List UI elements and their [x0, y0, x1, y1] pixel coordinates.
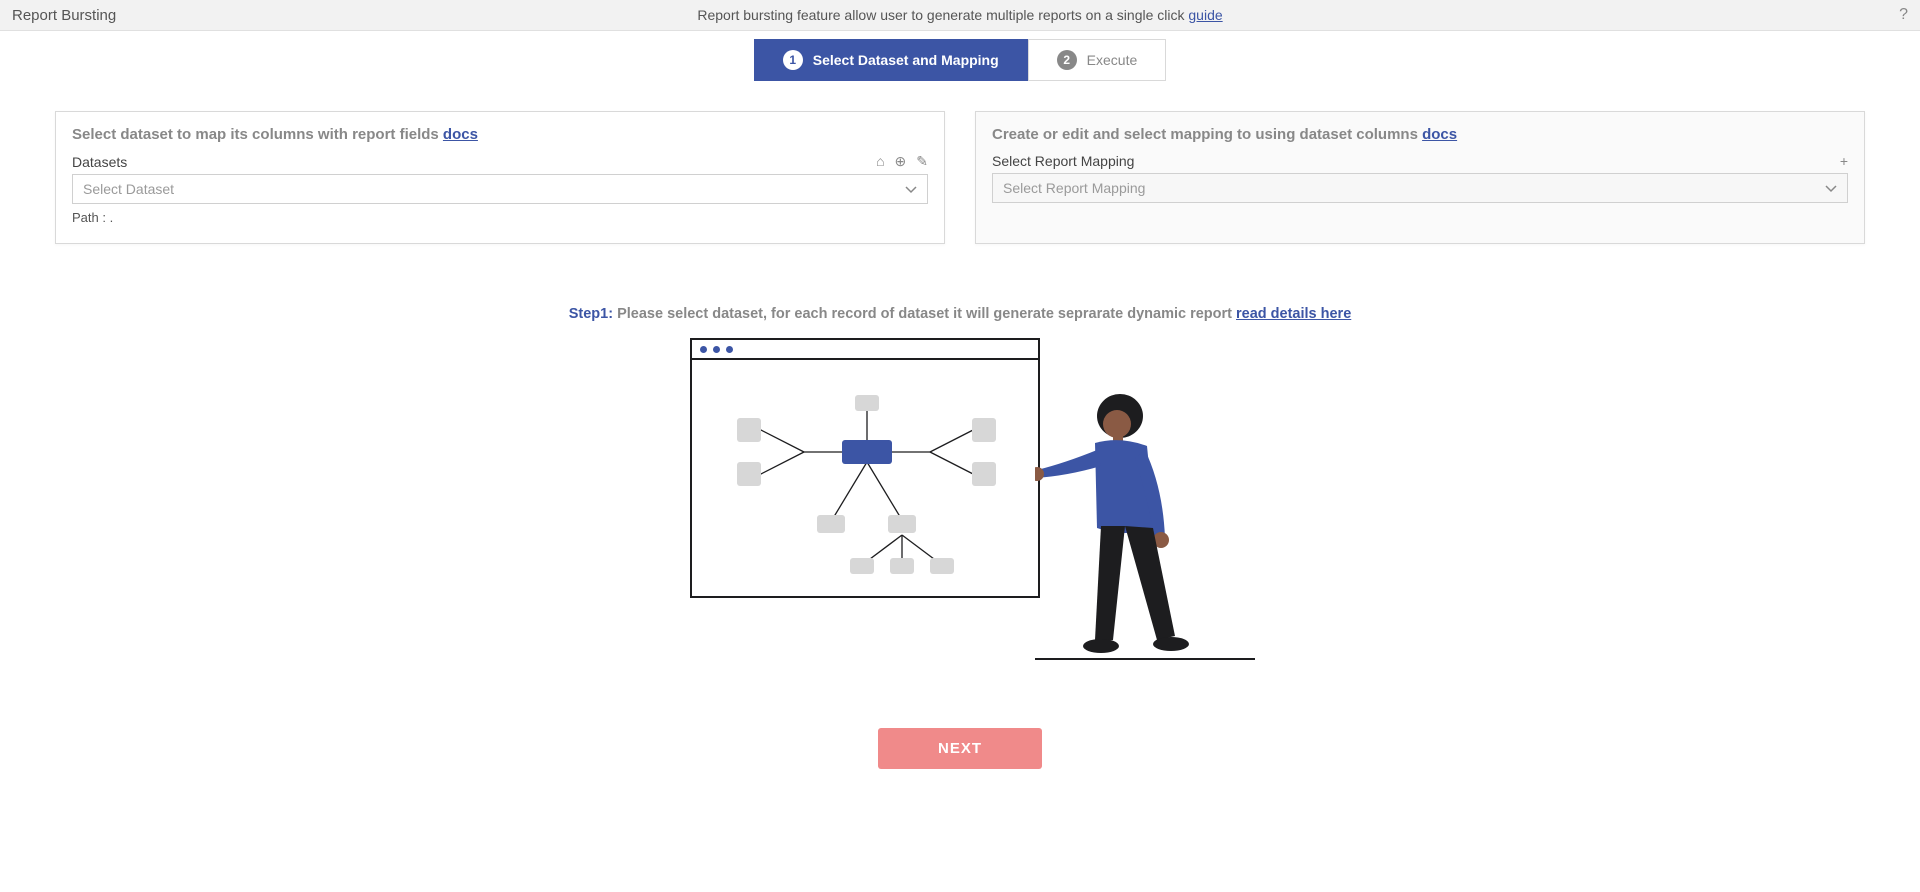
- panels-row: Select dataset to map its columns with r…: [0, 81, 1920, 256]
- add-icon[interactable]: ⊕: [895, 153, 907, 170]
- person-graphic: [1035, 388, 1225, 668]
- diagram-node: [737, 418, 761, 442]
- dataset-panel-heading: Select dataset to map its columns with r…: [72, 126, 928, 143]
- chevron-down-icon: [905, 181, 917, 197]
- home-icon[interactable]: ⌂: [876, 153, 884, 170]
- mapping-panel: Create or edit and select mapping to usi…: [975, 111, 1865, 244]
- next-row: NEXT: [0, 728, 1920, 769]
- diagram-node: [972, 418, 996, 442]
- topbar: Report Bursting Report bursting feature …: [0, 0, 1920, 31]
- mapping-label: Select Report Mapping: [992, 153, 1134, 169]
- step-nav: 1 Select Dataset and Mapping 2 Execute: [0, 39, 1920, 81]
- guide-link[interactable]: guide: [1188, 7, 1222, 23]
- docs-link[interactable]: docs: [443, 126, 478, 143]
- description-text: Report bursting feature allow user to ge…: [697, 7, 1184, 23]
- mapping-toolbar: +: [1840, 153, 1848, 169]
- heading-text: Select dataset to map its columns with r…: [72, 126, 439, 143]
- step-label: Select Dataset and Mapping: [813, 52, 999, 68]
- step-badge: 1: [783, 50, 803, 70]
- browser-bar: [692, 340, 1038, 360]
- step-badge: 2: [1057, 50, 1077, 70]
- mapping-panel-heading: Create or edit and select mapping to usi…: [992, 126, 1848, 143]
- page-description: Report bursting feature allow user to ge…: [697, 7, 1222, 23]
- step-select-dataset[interactable]: 1 Select Dataset and Mapping: [754, 39, 1028, 81]
- instruction-line: Step1: Please select dataset, for each r…: [0, 306, 1920, 322]
- mapping-select-placeholder: Select Report Mapping: [1003, 180, 1145, 196]
- diagram-node: [855, 395, 879, 411]
- page-title: Report Bursting: [12, 7, 116, 24]
- mapping-select[interactable]: Select Report Mapping: [992, 173, 1848, 203]
- window-dot-icon: [713, 346, 720, 353]
- docs-link[interactable]: docs: [1422, 126, 1457, 143]
- read-details-link[interactable]: read details here: [1236, 306, 1351, 322]
- illustration: [690, 338, 1230, 668]
- browser-window-graphic: [690, 338, 1040, 598]
- diagram-node: [850, 558, 874, 574]
- dataset-panel: Select dataset to map its columns with r…: [55, 111, 945, 244]
- dataset-toolbar: ⌂ ⊕ ✎: [876, 153, 928, 170]
- datasets-label: Datasets: [72, 154, 127, 170]
- illustration-wrap: [0, 338, 1920, 668]
- diagram-node: [930, 558, 954, 574]
- diagram-node: [890, 558, 914, 574]
- window-dot-icon: [700, 346, 707, 353]
- help-icon[interactable]: ?: [1899, 6, 1908, 24]
- dataset-select[interactable]: Select Dataset: [72, 174, 928, 204]
- heading-text: Create or edit and select mapping to usi…: [992, 126, 1418, 143]
- diagram-node: [737, 462, 761, 486]
- path-value: .: [110, 210, 114, 225]
- path-label: Path :: [72, 210, 106, 225]
- step-label: Execute: [1087, 52, 1138, 68]
- edit-icon[interactable]: ✎: [916, 153, 928, 170]
- diagram-node-center: [842, 440, 892, 464]
- step-execute[interactable]: 2 Execute: [1028, 39, 1167, 81]
- ground-line: [1035, 658, 1255, 660]
- instruction-step-label: Step1:: [569, 306, 613, 322]
- add-icon[interactable]: +: [1840, 153, 1848, 169]
- dataset-select-placeholder: Select Dataset: [83, 181, 174, 197]
- instruction-text: Please select dataset, for each record o…: [617, 306, 1232, 322]
- diagram-node: [817, 515, 845, 533]
- chevron-down-icon: [1825, 180, 1837, 196]
- diagram-node: [972, 462, 996, 486]
- window-dot-icon: [726, 346, 733, 353]
- next-button[interactable]: NEXT: [878, 728, 1042, 769]
- diagram-node: [888, 515, 916, 533]
- dataset-path: Path : .: [72, 210, 928, 225]
